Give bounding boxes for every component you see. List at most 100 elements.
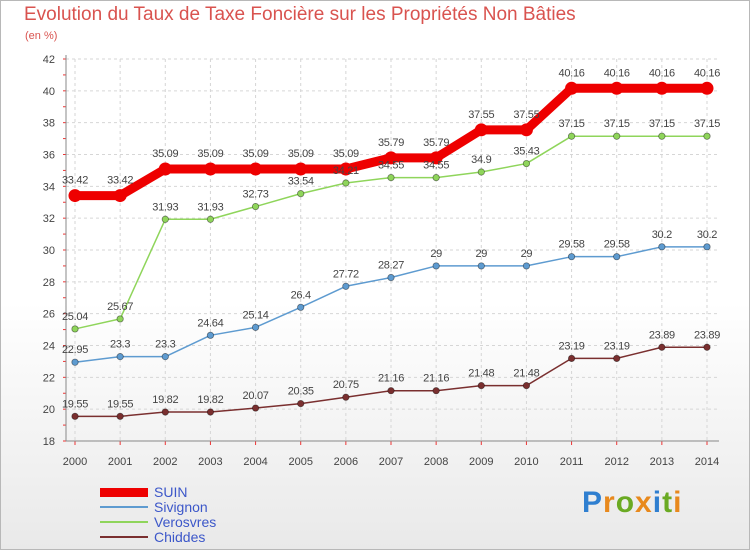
data-label: 23.19 <box>559 340 585 352</box>
data-label: 34.55 <box>378 160 404 172</box>
data-point <box>613 354 621 362</box>
data-label: 35.09 <box>288 148 314 160</box>
data-point <box>477 382 485 390</box>
y-tick-label: 34 <box>43 181 55 193</box>
logo-letter: x <box>635 486 653 519</box>
data-label: 29 <box>475 248 487 260</box>
data-label: 23.19 <box>604 340 630 352</box>
data-label: 19.55 <box>107 398 133 410</box>
data-point <box>522 159 531 168</box>
legend-label: Chiddes <box>154 529 206 545</box>
data-point <box>342 282 350 290</box>
logo-letter: i <box>652 486 663 519</box>
data-point <box>206 408 215 416</box>
data-label: 35.79 <box>423 137 449 149</box>
data-point <box>71 358 79 366</box>
legend-label: Verosvres <box>154 514 217 530</box>
data-point <box>297 190 305 198</box>
data-label: 28.27 <box>378 260 404 272</box>
logo-letter: t <box>662 486 674 519</box>
data-label: 21.16 <box>423 373 449 385</box>
data-label: 24.64 <box>197 317 223 329</box>
data-label: 19.82 <box>197 394 223 406</box>
data-label: 40.16 <box>559 67 585 79</box>
x-tick-label: 2007 <box>379 456 403 468</box>
x-tick-label: 2003 <box>198 456 222 468</box>
data-point <box>658 343 666 351</box>
data-label: 37.15 <box>559 118 585 130</box>
data-point <box>432 387 440 395</box>
data-point <box>116 412 124 420</box>
data-labels: 19.55 19.55 19.82 19.82 20.07 20.35 20.75 21.16… <box>62 67 721 410</box>
data-label: 30.2 <box>697 229 717 241</box>
data-point <box>567 253 576 261</box>
data-point <box>474 123 488 137</box>
x-tick-label: 2010 <box>514 456 538 468</box>
data-point <box>297 303 305 311</box>
data-label: 20.07 <box>243 390 269 402</box>
series-chiddes <box>71 343 711 420</box>
data-point <box>113 189 127 203</box>
data-point <box>610 81 624 95</box>
data-label: 35.79 <box>378 137 404 149</box>
data-point <box>251 202 260 211</box>
data-point <box>68 189 82 203</box>
data-point <box>384 151 398 165</box>
data-label: 32.73 <box>243 189 269 201</box>
y-tick-label: 32 <box>43 213 55 225</box>
data-point <box>565 81 579 95</box>
y-tick-label: 40 <box>43 86 55 98</box>
data-label: 35.09 <box>152 148 178 160</box>
proxiti-logo: Proxiti <box>582 486 682 520</box>
data-label: 23.3 <box>155 339 175 351</box>
y-tick-label: 38 <box>43 118 55 130</box>
data-point <box>613 253 621 261</box>
data-point <box>206 215 215 223</box>
data-label: 34.9 <box>471 154 491 166</box>
data-label: 27.72 <box>333 268 359 280</box>
data-point <box>703 343 711 351</box>
data-point <box>658 243 666 251</box>
y-tick-label: 18 <box>43 436 55 448</box>
data-point <box>703 243 711 251</box>
legend-label: Sivignon <box>154 499 208 515</box>
data-label: 37.15 <box>694 118 720 130</box>
x-tick-label: 2002 <box>153 456 177 468</box>
data-point <box>432 262 440 270</box>
data-point <box>116 315 124 323</box>
data-label: 40.16 <box>604 67 630 79</box>
data-label: 35.09 <box>333 148 359 160</box>
data-point <box>342 179 350 187</box>
y-tick-label: 20 <box>43 404 55 416</box>
data-point <box>655 81 669 95</box>
legend-swatch <box>100 506 148 508</box>
data-label: 22.95 <box>62 344 88 356</box>
data-point <box>161 353 169 361</box>
legend-label: SUIN <box>154 484 188 500</box>
data-label: 29 <box>521 248 533 260</box>
data-point <box>567 354 576 362</box>
data-label: 35.43 <box>513 146 539 158</box>
data-point <box>342 393 350 401</box>
data-label: 23.89 <box>694 329 720 341</box>
data-point <box>519 123 533 137</box>
data-label: 29 <box>430 248 442 260</box>
data-label: 37.15 <box>649 118 675 130</box>
data-label: 21.16 <box>378 373 404 385</box>
data-point <box>567 132 576 140</box>
data-point <box>158 162 172 176</box>
data-point <box>387 273 395 282</box>
series-verosvres <box>71 132 711 333</box>
legend-swatch <box>100 487 148 497</box>
data-point <box>477 262 485 270</box>
data-label: 33.42 <box>62 175 88 187</box>
x-tick-label: 2001 <box>108 456 132 468</box>
data-point <box>700 81 714 95</box>
data-label: 31.93 <box>197 201 223 213</box>
data-point <box>294 162 308 176</box>
x-tick-label: 2014 <box>695 456 719 468</box>
data-label: 21.48 <box>513 368 539 380</box>
data-label: 25.04 <box>62 311 88 323</box>
data-point <box>658 132 666 140</box>
y-tick-label: 22 <box>43 372 55 384</box>
